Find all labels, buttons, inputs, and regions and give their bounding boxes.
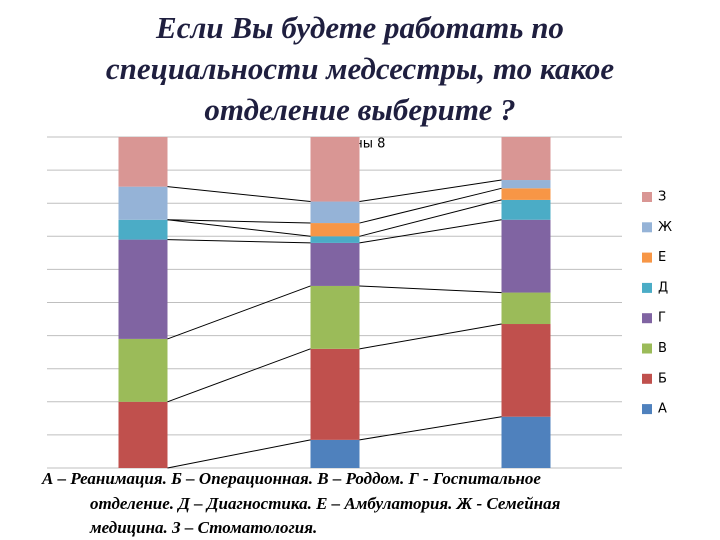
bar-segment bbox=[501, 180, 551, 189]
bar-segment bbox=[118, 186, 168, 220]
series-line bbox=[167, 239, 311, 244]
bar-segment bbox=[501, 416, 551, 468]
bar-segment bbox=[310, 242, 360, 286]
bar-segment bbox=[118, 338, 168, 402]
legend-label: З bbox=[658, 190, 666, 205]
bar-segment bbox=[310, 201, 360, 224]
legend-label: Б bbox=[658, 371, 667, 386]
legend-label: А bbox=[658, 402, 667, 417]
footnote: медицина. З – Стоматология. bbox=[89, 518, 317, 537]
series-line bbox=[359, 219, 502, 244]
bar-segment bbox=[118, 137, 168, 187]
legend-swatch bbox=[642, 313, 652, 324]
series-line bbox=[167, 186, 311, 203]
legend-swatch bbox=[642, 404, 652, 415]
bar-segment bbox=[310, 236, 360, 243]
legend-swatch bbox=[642, 192, 652, 202]
series-line bbox=[167, 348, 311, 403]
bar-segment bbox=[310, 439, 360, 468]
series-line bbox=[359, 199, 502, 237]
bar-segment bbox=[501, 292, 551, 325]
footnote: А – Реанимация. Б – Операционная. В – Ро… bbox=[41, 469, 541, 488]
bar-segment bbox=[501, 324, 551, 417]
chart-title: специальности медсестры, то какое bbox=[106, 51, 615, 86]
bar-segment bbox=[118, 219, 168, 240]
bar-segment bbox=[501, 199, 551, 220]
legend-label: Ж bbox=[658, 220, 672, 235]
chart-title: Если Вы будете работать по bbox=[155, 10, 564, 45]
series-line bbox=[359, 187, 502, 224]
bar-segment bbox=[501, 137, 551, 181]
series-line bbox=[359, 179, 502, 203]
legend-swatch bbox=[642, 252, 652, 263]
series-line bbox=[167, 285, 311, 340]
legend-label: В bbox=[658, 341, 667, 356]
bar-segment bbox=[501, 219, 551, 293]
legend-label: Е bbox=[658, 250, 666, 265]
bar-segment bbox=[118, 401, 168, 468]
series-line bbox=[359, 416, 502, 441]
bar-segment bbox=[310, 137, 360, 202]
legend-swatch bbox=[642, 222, 652, 233]
bar-segment bbox=[310, 223, 360, 237]
series-line bbox=[359, 323, 502, 350]
legend-label: Г bbox=[658, 311, 666, 326]
bar-segment bbox=[118, 239, 168, 339]
series-line bbox=[167, 439, 311, 469]
series-line bbox=[167, 219, 311, 224]
bar-segment bbox=[310, 348, 360, 440]
legend-swatch bbox=[642, 282, 652, 293]
chart-title: отделение выберите ? bbox=[204, 92, 515, 127]
bar-segment bbox=[501, 188, 551, 200]
footnote: отделение. Д – Диагностика. Е – Амбулато… bbox=[90, 494, 561, 513]
series-line bbox=[359, 285, 502, 294]
series-line bbox=[167, 219, 311, 237]
bar-segment bbox=[310, 285, 360, 349]
legend-swatch bbox=[642, 373, 652, 384]
legend-label: Д bbox=[658, 280, 668, 295]
legend-swatch bbox=[642, 343, 652, 354]
